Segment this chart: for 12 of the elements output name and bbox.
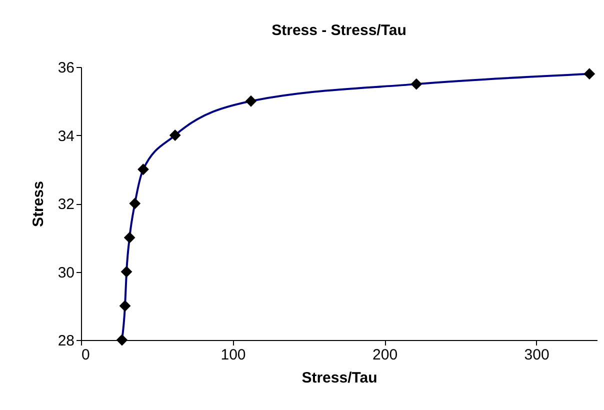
- y-axis-title: Stress: [30, 181, 47, 227]
- x-tick-label: 0: [82, 346, 90, 364]
- x-tick-label: 200: [372, 346, 398, 364]
- y-tick-label: 30: [58, 264, 74, 282]
- x-tick-label: 300: [524, 346, 550, 364]
- y-tick-label: 32: [58, 196, 74, 213]
- chart-title: Stress - Stress/Tau: [272, 22, 406, 39]
- x-axis-title: Stress/Tau: [302, 370, 378, 386]
- y-tick-label: 36: [58, 60, 74, 76]
- x-tick-label: 100: [220, 346, 246, 364]
- y-tick-label: 34: [58, 128, 74, 145]
- y-tick-label: 28: [58, 332, 74, 350]
